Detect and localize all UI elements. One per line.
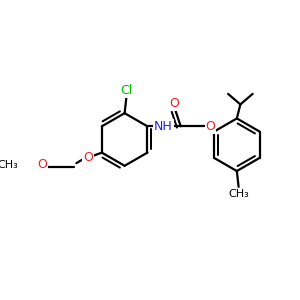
Text: O: O xyxy=(206,120,215,133)
Text: NH: NH xyxy=(154,120,172,133)
Text: O: O xyxy=(169,97,179,110)
Text: O: O xyxy=(37,158,47,171)
Text: O: O xyxy=(83,152,93,164)
Text: CH₃: CH₃ xyxy=(0,160,18,170)
Text: CH₃: CH₃ xyxy=(228,189,249,199)
Text: Cl: Cl xyxy=(120,84,133,97)
